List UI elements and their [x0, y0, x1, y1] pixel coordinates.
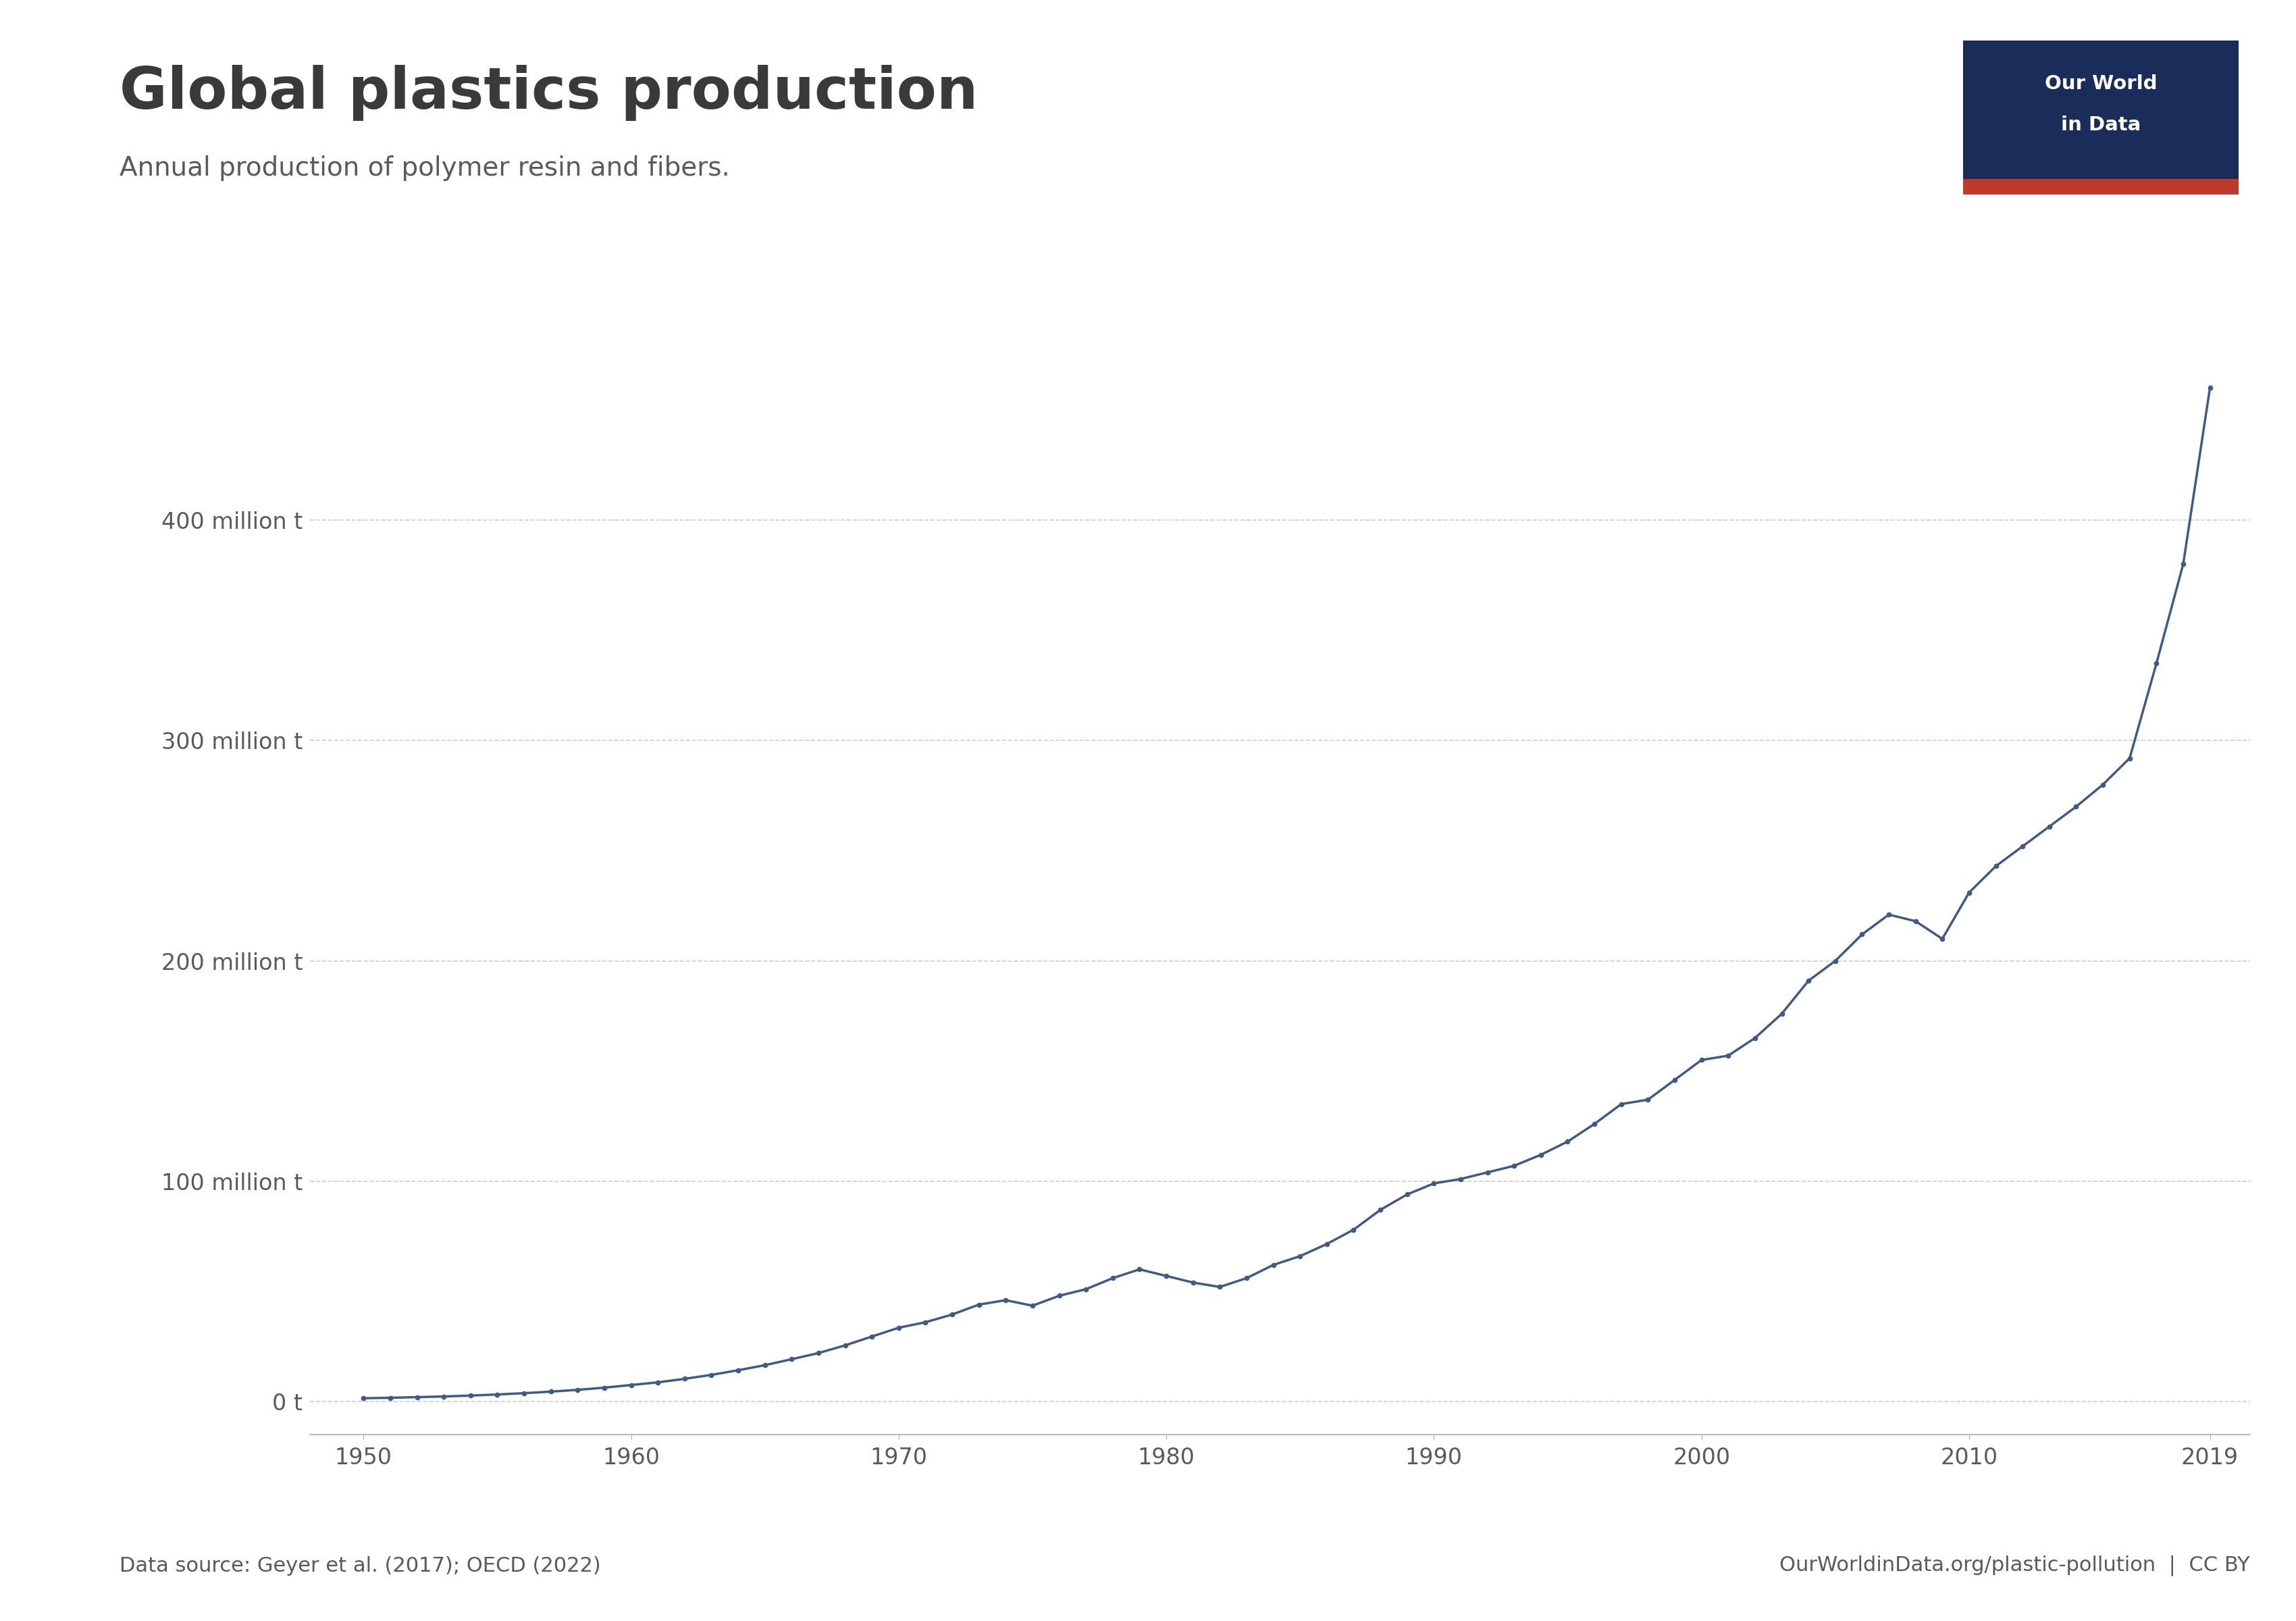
Text: in Data: in Data	[2062, 115, 2140, 135]
Text: Annual production of polymer resin and fibers.: Annual production of polymer resin and f…	[119, 156, 730, 182]
Text: Our World: Our World	[2043, 75, 2158, 92]
Text: Global plastics production: Global plastics production	[119, 65, 978, 122]
Text: OurWorldinData.org/plastic-pollution  |  CC BY: OurWorldinData.org/plastic-pollution | C…	[1779, 1555, 2250, 1576]
Bar	[1963, 178, 2239, 195]
Text: Data source: Geyer et al. (2017); OECD (2022): Data source: Geyer et al. (2017); OECD (…	[119, 1556, 602, 1576]
